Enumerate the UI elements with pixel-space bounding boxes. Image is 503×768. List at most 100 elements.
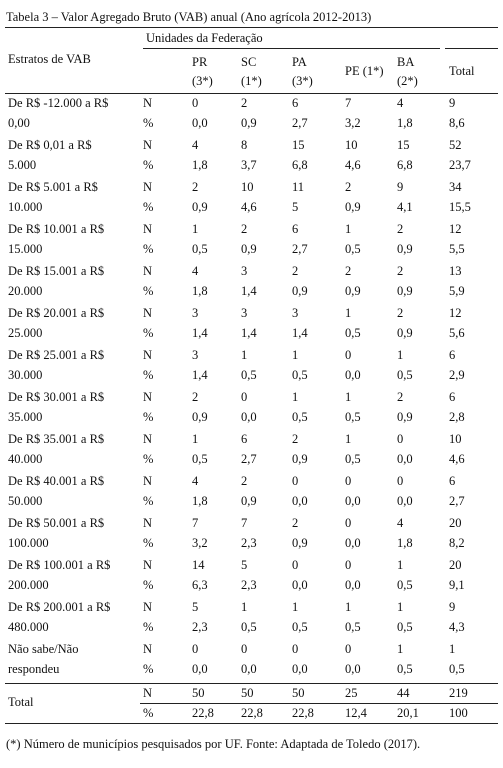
cell-n: 3 <box>241 264 248 278</box>
cell-n: 11 <box>292 180 305 194</box>
cell-pct: 8,2 <box>449 536 465 550</box>
cell-n: 4 <box>397 516 404 530</box>
cell-pct: 1,8 <box>397 116 413 130</box>
cell-n: 1 <box>345 390 352 404</box>
unidades-rule-right <box>445 48 498 49</box>
cell-pct: 0,5 <box>292 410 308 424</box>
cell-n: 5 <box>192 600 199 614</box>
cell-n: 2 <box>292 264 299 278</box>
cell-pct: 1,4 <box>192 368 208 382</box>
cell-n: 7 <box>241 516 248 530</box>
cell-pct: 1,8 <box>397 536 413 550</box>
cell-pct: 0,0 <box>192 116 208 130</box>
cell-pct: 0,0 <box>345 578 361 592</box>
cell-n: 3 <box>192 348 199 362</box>
stat-marker-n: N <box>143 432 153 446</box>
cell-n: 8 <box>241 138 248 152</box>
stat-marker-pct: % <box>143 706 154 720</box>
cell-pct: 0,5 <box>397 662 413 676</box>
cell-pct: 0,5 <box>241 368 257 382</box>
cell-pct: 1,8 <box>192 284 208 298</box>
cell-pct: 9,1 <box>449 578 465 592</box>
column-header: SC <box>241 55 257 69</box>
header-bottom-rule <box>5 93 498 94</box>
cell-pct: 0,0 <box>241 410 257 424</box>
cell-n: 1 <box>192 432 199 446</box>
cell-n: 1 <box>449 642 456 656</box>
footnote: (*) Número de municípios pesquisados por… <box>6 737 421 751</box>
cell-n: 0 <box>345 642 352 656</box>
cell-pct: 4,1 <box>397 200 413 214</box>
cell-pct: 2,9 <box>449 368 465 382</box>
cell-n: 2 <box>397 264 404 278</box>
cell-pct: 1,8 <box>192 494 208 508</box>
cell-n: 1 <box>345 306 352 320</box>
cell-pct: 15,5 <box>449 200 471 214</box>
cell-pct: 23,7 <box>449 158 471 172</box>
stat-marker-pct: % <box>143 578 154 592</box>
row-label: De R$ -12.000 a R$ <box>8 96 109 110</box>
cell-n: 7 <box>345 96 352 110</box>
unidades-rule <box>143 48 440 49</box>
cell-pct: 0,5 <box>345 410 361 424</box>
cell-n: 0 <box>241 642 248 656</box>
cell-pct: 4,6 <box>241 200 257 214</box>
total-n: 44 <box>397 686 410 700</box>
cell-n: 1 <box>345 222 352 236</box>
column-header: BA <box>397 55 415 69</box>
row-label: De R$ 20.001 a R$ <box>8 306 105 320</box>
bottom-rule <box>5 723 498 724</box>
cell-n: 1 <box>292 390 299 404</box>
cell-n: 4 <box>192 474 199 488</box>
cell-pct: 4,3 <box>449 620 465 634</box>
total-pct: 22,8 <box>192 706 214 720</box>
cell-pct: 0,0 <box>345 536 361 550</box>
total-mid-rule <box>140 703 498 704</box>
cell-pct: 0,5 <box>292 620 308 634</box>
cell-n: 2 <box>397 306 404 320</box>
cell-n: 2 <box>241 222 248 236</box>
row-label-cont: 5.000 <box>8 158 37 172</box>
stat-marker-n: N <box>143 390 153 404</box>
cell-n: 1 <box>397 348 404 362</box>
cell-pct: 0,5 <box>241 620 257 634</box>
row-label: De R$ 40.001 a R$ <box>8 474 105 488</box>
row-label-cont: 25.000 <box>8 326 43 340</box>
row-label-cont: 15.000 <box>8 242 43 256</box>
cell-n: 0 <box>345 558 352 572</box>
cell-pct: 2,7 <box>449 494 465 508</box>
cell-pct: 0,9 <box>292 536 308 550</box>
total-label: Total <box>8 695 34 709</box>
stat-marker-pct: % <box>143 536 154 550</box>
cell-n: 0 <box>192 96 199 110</box>
cell-pct: 0,0 <box>397 452 413 466</box>
cell-pct: 5,6 <box>449 326 465 340</box>
row-label-cont: 200.000 <box>8 578 49 592</box>
stat-marker-pct: % <box>143 620 154 634</box>
cell-n: 2 <box>292 432 299 446</box>
stat-marker-n: N <box>143 264 153 278</box>
column-header-sub: (2*) <box>397 74 418 88</box>
stat-marker-pct: % <box>143 494 154 508</box>
cell-n: 2 <box>241 96 248 110</box>
stat-marker-n: N <box>143 306 153 320</box>
cell-n: 2 <box>192 390 199 404</box>
cell-pct: 0,5 <box>345 620 361 634</box>
cell-pct: 0,9 <box>192 410 208 424</box>
cell-pct: 5,5 <box>449 242 465 256</box>
cell-pct: 5,9 <box>449 284 465 298</box>
cell-n: 1 <box>292 348 299 362</box>
row-label-cont: 50.000 <box>8 494 43 508</box>
row-label-cont: 20.000 <box>8 284 43 298</box>
cell-pct: 6,8 <box>292 158 308 172</box>
stat-marker-pct: % <box>143 158 154 172</box>
total-n: 25 <box>345 686 358 700</box>
stat-marker-pct: % <box>143 284 154 298</box>
cell-pct: 0,5 <box>345 242 361 256</box>
cell-n: 0 <box>292 642 299 656</box>
stat-marker-n: N <box>143 600 153 614</box>
cell-n: 1 <box>397 558 404 572</box>
cell-pct: 6,3 <box>192 578 208 592</box>
row-label-cont: respondeu <box>8 662 60 676</box>
cell-n: 0 <box>292 558 299 572</box>
